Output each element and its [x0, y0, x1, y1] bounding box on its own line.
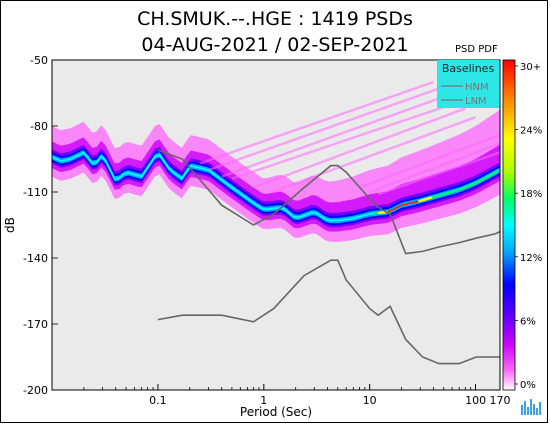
x-tick-label: 1 — [260, 394, 267, 407]
mode-segment — [315, 212, 322, 217]
mode-segment — [185, 165, 192, 173]
mode-segment — [212, 172, 219, 178]
density-streak — [377, 151, 500, 196]
psd-density-layer — [52, 80, 500, 242]
y-tick-label: -140 — [23, 252, 48, 265]
mode-segment — [243, 195, 250, 201]
y-tick-label: -170 — [23, 318, 48, 331]
mode-segment — [55, 158, 62, 162]
mode-segment — [154, 153, 161, 158]
legend-entry-lnm: LNM — [465, 96, 487, 107]
mode-segment — [288, 212, 295, 218]
y-axis: -50 -80 -110 -140 -170 -200 — [23, 54, 58, 397]
mode-segment — [118, 173, 125, 179]
mode-segment — [100, 155, 107, 162]
mode-segment — [181, 170, 188, 180]
colorbar-tick-label: 6% — [520, 316, 536, 327]
x-tick-label: 0.1 — [149, 394, 167, 407]
mode-segment — [158, 153, 165, 163]
mode-segment — [239, 192, 246, 198]
legend-title: Baselines — [442, 62, 495, 75]
plot-border — [51, 59, 501, 391]
density-streak — [221, 94, 449, 178]
mode-segment — [396, 204, 403, 209]
mode-segment — [494, 168, 500, 174]
mode-segment — [87, 156, 94, 165]
mode-segment — [149, 155, 156, 165]
colorbar-ticks: 30+ 24% 18% 12% 6% 0% — [515, 62, 542, 391]
mode-segment — [284, 208, 291, 215]
chart-title: CH.SMUK.--.HGE : 1419 PSDs — [137, 8, 413, 30]
mode-segment — [387, 208, 394, 213]
mode-segment — [172, 171, 179, 177]
y-tick-label: -200 — [23, 384, 48, 397]
density-streak — [369, 142, 500, 194]
mode-segment — [96, 155, 103, 163]
density-streak — [358, 133, 500, 189]
mode-segment — [234, 189, 241, 195]
density-streak — [253, 107, 466, 189]
colorbar-tick-label: 24% — [520, 126, 542, 137]
density-streak — [199, 80, 434, 165]
x-tick-label: 10 — [363, 394, 377, 407]
y-tick-label: -50 — [30, 54, 48, 67]
colorbar-tick-label: 0% — [520, 380, 536, 391]
hnm-curve — [157, 149, 500, 255]
legend: Baselines HNM LNM — [437, 60, 499, 108]
density-streak — [231, 100, 460, 180]
mode-segment — [248, 199, 255, 204]
colorbar-tick-label: 30+ — [520, 62, 541, 73]
density-streak — [208, 87, 440, 172]
mode-segment — [257, 205, 264, 210]
noise-model-layer — [157, 149, 500, 365]
x-tick-label: 100 — [465, 394, 486, 407]
mode-segment — [69, 156, 76, 160]
mode-segment — [216, 176, 224, 182]
x-axis-label: Period (Sec) — [240, 405, 312, 419]
colorbar — [502, 59, 516, 391]
mode-segment — [140, 169, 147, 178]
mode-segment — [221, 179, 228, 185]
x-axis: 1 10 100 170 0.1 — [51, 384, 511, 407]
mode-segment — [109, 169, 116, 180]
mode-segment — [319, 215, 327, 220]
y-tick-label: -110 — [23, 186, 48, 199]
x-tick-label: 170 — [490, 394, 511, 407]
legend-entry-hnm: HNM — [465, 82, 489, 93]
y-tick-label: -80 — [30, 120, 48, 133]
y-axis-label: dB — [3, 217, 17, 233]
mode-segment — [73, 154, 80, 158]
mode-segment — [225, 182, 232, 188]
mode-segment — [52, 156, 58, 160]
mode-segment — [391, 206, 398, 211]
mode-segment — [78, 151, 85, 156]
lnm-curve — [157, 259, 500, 365]
mode-segment — [163, 160, 170, 169]
colorbar-title: PSD PDF — [455, 44, 498, 55]
mode-segment — [167, 167, 174, 173]
chart-subtitle: 04-AUG-2021 / 02-SEP-2021 — [141, 34, 409, 56]
mode-segment — [176, 174, 183, 180]
logo-icon — [521, 399, 541, 415]
colorbar-tick-label: 12% — [520, 253, 542, 264]
mode-segment — [82, 151, 89, 159]
mode-segment — [252, 202, 259, 207]
colorbar-tick-label: 18% — [520, 189, 542, 200]
density-streak — [271, 116, 477, 194]
mode-segment — [230, 186, 237, 192]
mode-segment — [145, 162, 152, 171]
mode-segment — [104, 160, 112, 171]
